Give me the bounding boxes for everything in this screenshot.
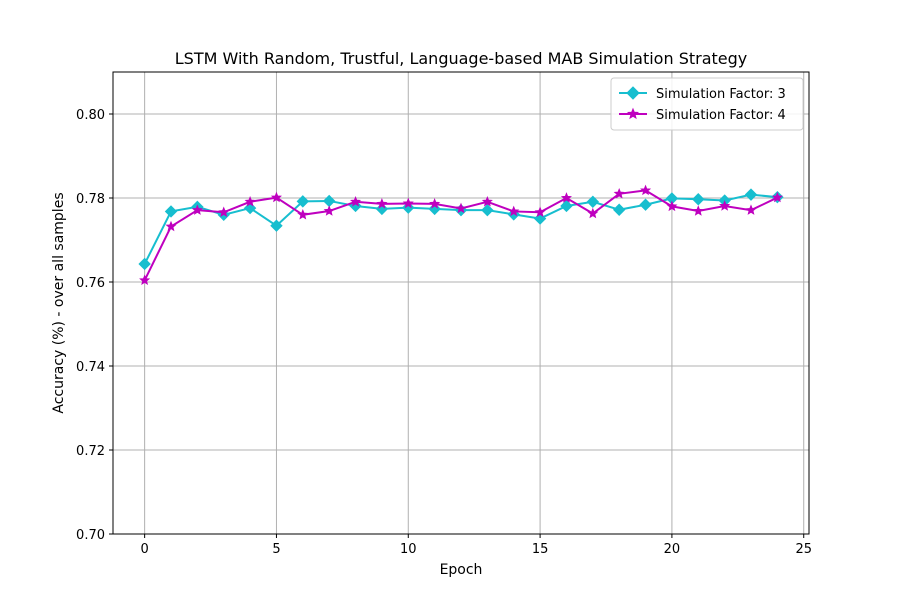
x-tick-label: 10	[400, 542, 417, 557]
data-point	[586, 195, 600, 208]
data-point	[640, 184, 652, 196]
series-1	[138, 188, 784, 271]
series-2	[139, 184, 783, 286]
data-point	[429, 198, 441, 209]
y-tick-label: 0.72	[76, 444, 105, 459]
data-point	[560, 199, 573, 213]
y-tick-label: 0.70	[76, 528, 105, 543]
data-point	[191, 204, 203, 215]
x-tick-label: 20	[664, 542, 681, 557]
data-point	[296, 195, 310, 208]
data-point	[165, 220, 177, 232]
x-tick-label: 5	[272, 542, 280, 557]
data-point	[139, 274, 151, 286]
legend-label: Simulation Factor: 3	[656, 87, 786, 102]
data-point	[376, 198, 388, 209]
x-tick-label: 15	[532, 542, 549, 557]
legend-label: Simulation Factor: 4	[656, 108, 786, 123]
legend-box	[610, 77, 804, 131]
x-axis-label: Epoch	[440, 562, 483, 578]
data-point	[402, 197, 414, 209]
data-point	[138, 257, 151, 271]
data-point	[534, 206, 546, 217]
grid	[113, 72, 809, 535]
series-layer	[138, 184, 784, 286]
data-point	[587, 207, 599, 219]
data-point	[322, 194, 336, 208]
legend-marker	[626, 86, 640, 100]
data-point	[323, 205, 335, 216]
data-point	[692, 205, 704, 216]
legend: Simulation Factor: 3 Simulation Factor: 4	[610, 77, 804, 131]
data-point	[508, 205, 520, 217]
data-point	[270, 219, 283, 232]
data-point	[297, 208, 309, 220]
data-point	[744, 188, 758, 201]
data-point	[270, 191, 282, 203]
legend-item: Simulation Factor: 3	[619, 86, 786, 102]
x-tick-label: 0	[140, 542, 148, 557]
data-point	[560, 192, 572, 203]
y-axis-label: Accuracy (%) - over all samples	[51, 192, 67, 413]
data-point	[771, 191, 783, 203]
data-point	[350, 195, 362, 207]
chart-title: LSTM With Random, Trustful, Language-bas…	[175, 49, 748, 68]
data-point	[639, 198, 652, 211]
data-point	[164, 205, 178, 218]
plot-frame	[112, 71, 810, 535]
data-point	[455, 202, 467, 214]
y-tick-label: 0.76	[76, 276, 105, 291]
data-point	[612, 203, 626, 216]
x-axis: 0 5 10 15 20 25	[140, 534, 812, 557]
data-point	[692, 193, 705, 206]
data-point	[218, 206, 230, 217]
data-point	[745, 204, 757, 215]
y-tick-label: 0.80	[76, 108, 105, 123]
x-tick-label: 25	[795, 542, 812, 557]
data-point	[719, 200, 731, 211]
legend-marker	[626, 107, 640, 120]
y-tick-label: 0.78	[76, 192, 105, 207]
data-point	[402, 201, 415, 214]
data-point	[481, 195, 493, 207]
data-point	[244, 195, 256, 207]
data-point	[613, 187, 625, 199]
y-tick-label: 0.74	[76, 360, 105, 375]
y-axis: 0.70 0.72 0.74 0.76 0.78 0.80	[76, 108, 113, 543]
data-point	[666, 200, 678, 212]
data-point	[481, 203, 494, 217]
legend-item: Simulation Factor: 4	[619, 107, 786, 123]
